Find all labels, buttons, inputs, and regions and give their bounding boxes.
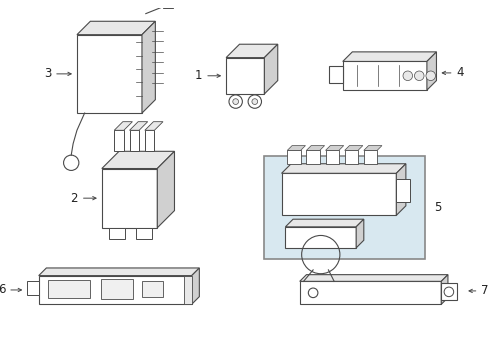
Polygon shape <box>114 122 132 130</box>
Polygon shape <box>285 219 364 227</box>
Bar <box>109 228 125 239</box>
Bar <box>441 283 457 301</box>
Text: 4: 4 <box>457 66 464 80</box>
Text: 3: 3 <box>44 67 51 80</box>
Bar <box>39 276 192 304</box>
Bar <box>77 35 142 113</box>
Polygon shape <box>356 219 364 248</box>
Polygon shape <box>39 268 199 276</box>
Bar <box>306 150 320 164</box>
Circle shape <box>229 95 243 108</box>
Polygon shape <box>77 21 155 35</box>
Polygon shape <box>325 145 343 150</box>
Bar <box>343 62 427 90</box>
Bar <box>101 279 133 298</box>
Bar <box>163 0 172 8</box>
Bar <box>114 130 124 151</box>
Polygon shape <box>364 145 382 150</box>
Polygon shape <box>300 275 448 282</box>
Bar <box>136 228 151 239</box>
Circle shape <box>426 71 436 81</box>
Bar <box>49 280 90 298</box>
Bar <box>265 156 425 259</box>
Polygon shape <box>265 44 278 94</box>
Text: 2: 2 <box>71 192 78 205</box>
Polygon shape <box>192 268 199 304</box>
Polygon shape <box>441 275 448 304</box>
Bar <box>329 66 343 84</box>
Bar <box>142 282 163 297</box>
Text: 5: 5 <box>435 201 442 214</box>
Bar <box>287 150 301 164</box>
Bar <box>325 150 339 164</box>
Polygon shape <box>343 52 437 62</box>
Bar <box>184 276 192 304</box>
Polygon shape <box>226 44 278 58</box>
Bar <box>300 282 441 304</box>
Circle shape <box>403 71 413 81</box>
Polygon shape <box>306 145 324 150</box>
Bar <box>396 179 410 202</box>
Polygon shape <box>157 151 174 228</box>
Polygon shape <box>396 164 406 215</box>
Circle shape <box>233 99 239 104</box>
Bar <box>129 130 139 151</box>
Polygon shape <box>287 145 305 150</box>
Polygon shape <box>145 122 163 130</box>
Bar <box>226 58 265 94</box>
Bar <box>102 168 157 228</box>
Bar <box>344 150 358 164</box>
Bar <box>285 227 356 248</box>
Text: 6: 6 <box>0 283 5 296</box>
Circle shape <box>415 71 424 81</box>
Bar <box>145 130 154 151</box>
Circle shape <box>252 99 258 104</box>
Bar <box>282 173 396 215</box>
Polygon shape <box>102 151 174 168</box>
Polygon shape <box>282 164 406 173</box>
Polygon shape <box>344 145 363 150</box>
Text: 1: 1 <box>195 69 202 82</box>
Polygon shape <box>427 52 437 90</box>
Polygon shape <box>142 21 155 113</box>
Bar <box>27 282 39 295</box>
Polygon shape <box>129 122 147 130</box>
Text: 7: 7 <box>481 284 489 297</box>
Bar <box>364 150 377 164</box>
Circle shape <box>248 95 262 108</box>
